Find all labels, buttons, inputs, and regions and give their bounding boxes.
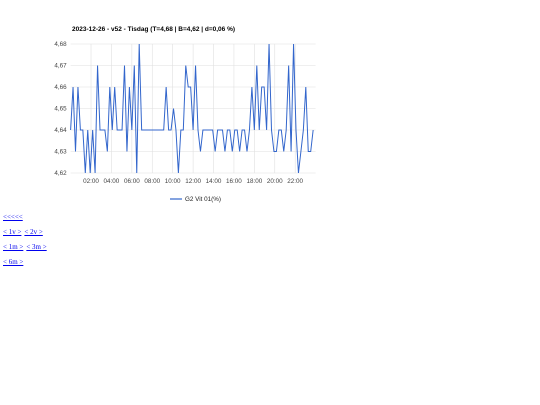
y-tick-label: 4,66 — [54, 84, 67, 91]
x-tick-label: 12:00 — [185, 178, 201, 185]
x-tick-label: 04:00 — [104, 178, 120, 185]
x-tick-label: 08:00 — [144, 178, 160, 185]
x-tick-label: 10:00 — [165, 178, 181, 185]
x-tick-label: 22:00 — [287, 178, 303, 185]
y-tick-label: 4,64 — [54, 127, 67, 134]
chart: 2023-12-26 - v52 - Tisdag (T=4,68 | B=4,… — [54, 26, 316, 203]
data-line — [70, 43, 314, 174]
nav-link[interactable]: < 1m > — [3, 243, 24, 251]
y-tick-label: 4,63 — [54, 149, 67, 156]
link-row: <<<<< — [3, 213, 50, 228]
link-row: < 6m > — [3, 258, 50, 273]
x-tick-label: 20:00 — [267, 178, 283, 185]
nav-link[interactable]: < 1v > — [3, 228, 22, 236]
y-tick-label: 4,62 — [54, 170, 67, 177]
legend-label: G2 Vit 01(%) — [185, 196, 221, 203]
nav-links: <<<<< < 1v > < 2v > < 1m > < 3m > < 6m > — [3, 213, 50, 273]
x-tick-label: 14:00 — [206, 178, 222, 185]
nav-link[interactable]: < 3m > — [26, 243, 47, 251]
chart-title: 2023-12-26 - v52 - Tisdag (T=4,68 | B=4,… — [72, 26, 235, 33]
link-row: < 1m > < 3m > — [3, 243, 50, 258]
nav-link[interactable]: < 6m > — [3, 258, 24, 266]
x-tick-label: 16:00 — [226, 178, 242, 185]
nav-link[interactable]: <<<<< — [3, 213, 23, 221]
x-tick-label: 18:00 — [246, 178, 262, 185]
link-row: < 1v > < 2v > — [3, 228, 50, 243]
y-tick-label: 4,65 — [54, 106, 67, 113]
x-tick-label: 06:00 — [124, 178, 140, 185]
x-tick-label: 02:00 — [83, 178, 99, 185]
nav-link[interactable]: < 2v > — [24, 228, 43, 236]
y-tick-label: 4,67 — [54, 63, 67, 70]
y-tick-label: 4,68 — [54, 41, 67, 48]
